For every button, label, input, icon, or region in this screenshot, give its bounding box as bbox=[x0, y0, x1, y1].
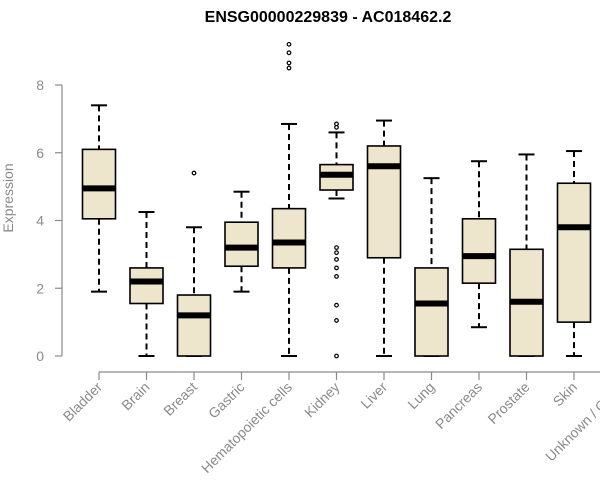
y-tick-label: 6 bbox=[36, 145, 44, 161]
x-tick-label: Pancreas bbox=[432, 379, 485, 432]
x-tick-label: Liver bbox=[357, 379, 390, 412]
box-body bbox=[556, 182, 592, 323]
x-tick-label: Prostate bbox=[484, 379, 532, 427]
x-tick-label: Breast bbox=[160, 379, 200, 419]
y-tick-label: 4 bbox=[36, 213, 44, 229]
box-body bbox=[461, 218, 497, 284]
box-body bbox=[129, 267, 164, 305]
outlier-point bbox=[334, 245, 339, 251]
outlier-point bbox=[286, 50, 292, 56]
box-body bbox=[271, 207, 307, 269]
box-gastric bbox=[224, 190, 259, 293]
y-tick-label: 0 bbox=[36, 348, 44, 364]
box-kidney bbox=[319, 121, 354, 359]
outlier-point bbox=[334, 250, 339, 256]
y-axis-label: Expression bbox=[0, 163, 16, 232]
box-lung bbox=[414, 177, 449, 357]
outlier-point bbox=[286, 65, 292, 71]
x-tick-label: Lung bbox=[404, 379, 437, 412]
box-bladder bbox=[81, 104, 117, 293]
box-liver bbox=[366, 119, 402, 357]
outlier-point bbox=[334, 302, 339, 308]
outlier-point bbox=[334, 318, 339, 323]
x-tick-label: Bladder bbox=[60, 379, 106, 425]
plot-area bbox=[81, 41, 592, 359]
chart-title: ENSG00000229839 - AC018462.2 bbox=[205, 9, 452, 26]
box-body bbox=[366, 145, 402, 259]
x-tick-label: Brain bbox=[118, 379, 152, 413]
box-prostate bbox=[509, 153, 544, 357]
x-tick-label: Gastric bbox=[205, 379, 248, 422]
box-skin bbox=[556, 150, 592, 357]
outlier-point bbox=[334, 265, 339, 271]
box-pancreas bbox=[461, 160, 497, 329]
x-tick-label: Kidney bbox=[301, 379, 343, 421]
y-axis: 0 2 4 6 8 bbox=[36, 77, 63, 364]
box-body bbox=[224, 221, 259, 268]
box-body bbox=[81, 148, 117, 220]
outlier-point bbox=[334, 273, 339, 279]
outlier-point bbox=[334, 257, 339, 262]
box-body bbox=[414, 267, 449, 357]
box-breast bbox=[176, 170, 212, 357]
y-tick-label: 8 bbox=[36, 77, 44, 93]
outlier-point bbox=[334, 124, 339, 130]
x-tick-label: Skin bbox=[550, 379, 581, 410]
x-tick-label: Hematopoietic cells bbox=[198, 379, 295, 476]
box-hematopoietic-cells bbox=[271, 41, 307, 357]
outlier-point bbox=[191, 170, 197, 176]
outlier-point bbox=[286, 60, 292, 66]
outlier-point bbox=[286, 41, 292, 47]
box-brain bbox=[129, 211, 164, 357]
box-body bbox=[176, 294, 212, 357]
y-tick-label: 2 bbox=[36, 280, 44, 296]
outlier-point bbox=[334, 353, 339, 359]
